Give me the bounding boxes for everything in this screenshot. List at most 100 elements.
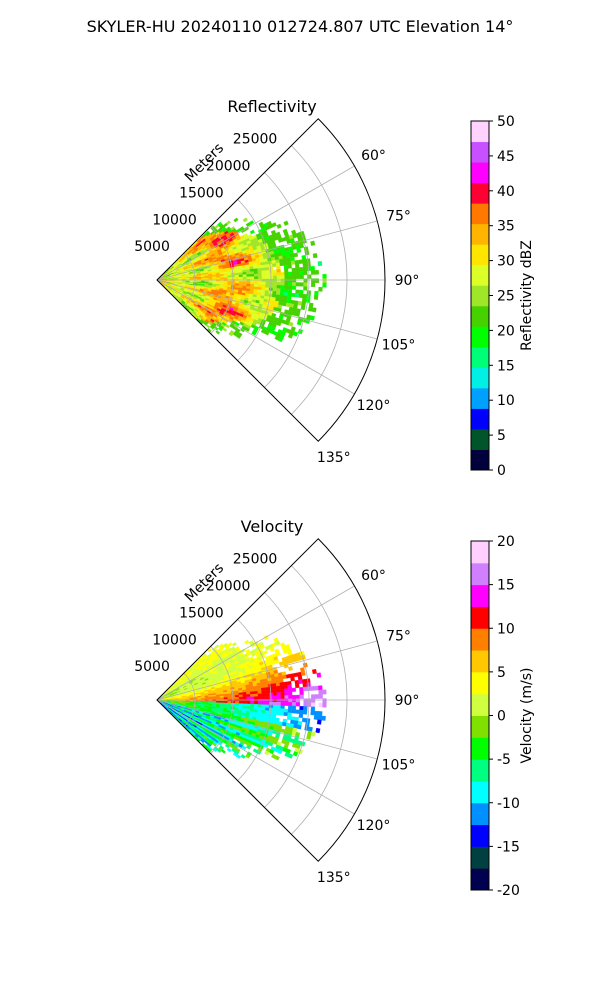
azimuth-tick-label: 90° bbox=[395, 273, 420, 289]
echo-cell bbox=[310, 270, 316, 275]
echo-cell bbox=[272, 692, 278, 697]
echo-cell bbox=[265, 704, 270, 709]
echo-cell bbox=[249, 229, 255, 235]
echo-cell bbox=[299, 706, 304, 711]
echo-cell bbox=[303, 698, 308, 703]
echo-cell bbox=[265, 275, 270, 280]
echo-cell bbox=[283, 220, 289, 226]
echo-cell bbox=[299, 694, 304, 699]
echo-cell bbox=[280, 705, 285, 710]
echo-cell bbox=[261, 696, 266, 700]
echo-cell bbox=[303, 282, 308, 287]
echo-cell bbox=[288, 691, 293, 696]
echo-cell bbox=[279, 711, 285, 716]
echo-cell bbox=[199, 320, 204, 325]
colorbar-tick-label: 10 bbox=[497, 621, 515, 637]
echo-cell bbox=[288, 698, 293, 703]
echo-cell bbox=[242, 217, 248, 223]
echo-cell bbox=[306, 734, 312, 740]
echo-cell bbox=[310, 686, 315, 691]
echo-cell bbox=[294, 259, 300, 265]
echo-cell bbox=[294, 679, 300, 685]
echo-cell bbox=[288, 275, 293, 280]
echo-cell bbox=[291, 709, 296, 714]
echo-cell bbox=[272, 689, 278, 694]
colorbar-tick-label: 30 bbox=[497, 254, 515, 270]
echo-cell bbox=[235, 281, 240, 284]
echo-cell bbox=[300, 305, 306, 311]
echo-cell bbox=[295, 282, 301, 287]
echo-cell bbox=[246, 279, 251, 282]
echo-cell bbox=[321, 715, 326, 721]
echo-cell bbox=[287, 261, 292, 266]
echo-cell bbox=[298, 293, 304, 299]
echo-cell bbox=[265, 698, 270, 703]
echo-cell bbox=[317, 261, 323, 267]
figure-title: SKYLER-HU 20240110 012724.807 UTC Elevat… bbox=[87, 17, 514, 36]
echo-cell bbox=[250, 698, 255, 702]
echo-cell bbox=[238, 276, 244, 280]
colorbar-label: Velocity (m/s) bbox=[519, 668, 535, 764]
echo-cell bbox=[238, 694, 243, 698]
echo-cell bbox=[284, 688, 289, 693]
echo-cell bbox=[287, 264, 292, 269]
echo-cell bbox=[244, 327, 250, 332]
echo-cell bbox=[299, 690, 304, 696]
echo-cell bbox=[246, 281, 251, 285]
echo-cell bbox=[196, 737, 201, 742]
echo-cell bbox=[250, 283, 255, 287]
echo-cell bbox=[299, 289, 304, 295]
echo-cell bbox=[272, 272, 278, 277]
echo-cell bbox=[313, 294, 319, 300]
echo-cell bbox=[216, 697, 221, 700]
echo-cell bbox=[272, 704, 278, 709]
echo-cell bbox=[238, 692, 243, 696]
velocity-colorbar: -20 -15 -10 -5 0 5 10 15 20 Velocity (m/s) bbox=[470, 534, 535, 899]
echo-cell bbox=[261, 270, 266, 274]
echo-cell bbox=[284, 285, 289, 290]
colorbar-segment bbox=[471, 203, 489, 225]
echo-cell bbox=[276, 265, 281, 270]
colorbar-tick-label: 40 bbox=[497, 184, 515, 200]
echo-cell bbox=[295, 702, 301, 707]
echo-cell bbox=[292, 698, 297, 703]
colorbar-segment bbox=[471, 671, 489, 695]
echo-cell bbox=[276, 288, 281, 293]
colorbar-segment bbox=[471, 846, 489, 869]
echo-cell bbox=[238, 701, 244, 704]
echo-cell bbox=[322, 698, 327, 704]
echo-cell bbox=[257, 690, 262, 694]
echo-cell bbox=[280, 288, 285, 293]
echo-cell bbox=[295, 694, 301, 699]
echo-cell bbox=[317, 711, 323, 717]
echo-cell bbox=[261, 287, 266, 291]
echo-cell bbox=[288, 695, 293, 700]
echo-cell bbox=[292, 274, 297, 279]
echo-cell bbox=[273, 281, 278, 286]
echo-cell bbox=[219, 695, 224, 698]
echo-cell bbox=[265, 701, 270, 706]
echo-cell bbox=[279, 682, 285, 687]
azimuth-tick-label: 90° bbox=[395, 693, 420, 709]
echo-cell bbox=[314, 694, 320, 699]
echo-cell bbox=[254, 701, 259, 705]
echo-cell bbox=[294, 716, 299, 722]
echo-cell bbox=[299, 282, 304, 287]
azimuth-gridline bbox=[156, 699, 355, 815]
echo-cell bbox=[287, 289, 293, 294]
echo-cell bbox=[280, 695, 285, 700]
azimuth-gridline bbox=[156, 640, 378, 701]
echo-cell bbox=[222, 327, 228, 332]
echo-cell bbox=[253, 284, 259, 288]
azimuth-tick-label: 75° bbox=[386, 628, 411, 644]
echo-cell bbox=[273, 275, 278, 280]
colorbar-segment bbox=[471, 428, 489, 450]
echo-cell bbox=[280, 708, 285, 713]
echo-cell bbox=[272, 287, 277, 292]
echo-cell bbox=[283, 264, 289, 270]
echo-cell bbox=[253, 688, 258, 692]
echo-cell bbox=[298, 713, 304, 719]
echo-cell bbox=[309, 315, 315, 321]
